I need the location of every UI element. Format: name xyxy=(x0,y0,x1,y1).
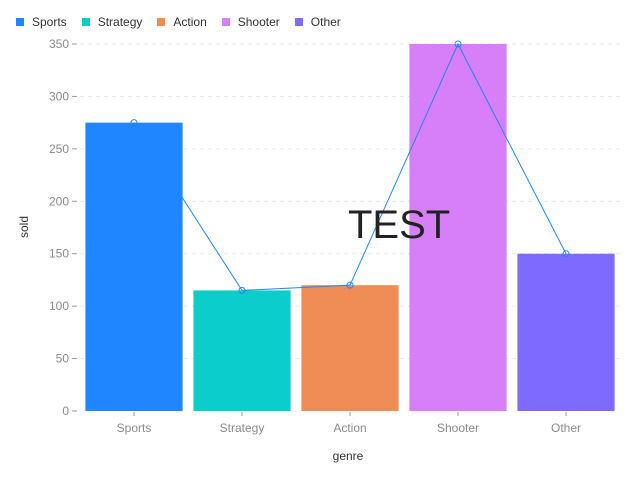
bar-strategy xyxy=(193,290,291,411)
line-point xyxy=(130,119,138,127)
legend-swatch-shooter xyxy=(221,18,230,26)
bar-other xyxy=(517,253,615,411)
x-axis: Sports Strategy Action Shooter Other xyxy=(117,412,581,435)
bar-action xyxy=(301,285,399,411)
annotation-text: TEST xyxy=(348,203,451,247)
legend-swatch-other xyxy=(294,18,303,26)
legend-label-other: Other xyxy=(310,15,341,29)
legend-swatch-action xyxy=(157,18,166,26)
y-tick-label: 150 xyxy=(49,247,69,261)
x-axis-title: genre xyxy=(332,449,364,463)
y-tick-label: 350 xyxy=(49,37,69,51)
line-point xyxy=(346,281,354,289)
line-path xyxy=(133,42,567,291)
y-axis: 0 50 100 150 200 250 300 350 xyxy=(49,37,77,418)
legend-item-shooter[interactable]: Shooter xyxy=(221,15,280,29)
x-tick-label: Strategy xyxy=(220,421,265,435)
x-tick-label: Sports xyxy=(117,421,152,435)
y-tick-label: 250 xyxy=(49,142,69,156)
legend-swatch-sports xyxy=(16,18,24,26)
line-point xyxy=(454,40,462,48)
y-tick-label: 50 xyxy=(56,352,70,366)
y-tick-label: 200 xyxy=(49,194,69,208)
legend-label-strategy: Strategy xyxy=(97,15,143,29)
line-point xyxy=(238,286,246,294)
y-tick-label: 0 xyxy=(62,404,69,418)
bar-series xyxy=(85,44,615,412)
x-tick-label: Other xyxy=(551,421,581,435)
legend-swatch-strategy xyxy=(81,18,90,26)
legend-item-action[interactable]: Action xyxy=(157,15,207,29)
legend-item-other[interactable]: Other xyxy=(294,15,341,29)
x-tick-label: Action xyxy=(333,421,366,435)
legend-item-strategy[interactable]: Strategy xyxy=(81,15,143,29)
x-tick-label: Shooter xyxy=(437,421,479,435)
bar-sports xyxy=(85,122,183,412)
line-series xyxy=(130,40,570,294)
y-tick-label: 300 xyxy=(49,89,69,103)
legend-label-action: Action xyxy=(173,15,207,29)
y-axis-title: sold xyxy=(17,216,31,239)
legend-item-sports[interactable]: Sports xyxy=(16,15,67,29)
legend-label-shooter: Shooter xyxy=(237,15,280,29)
legend: Sports Strategy Action Shooter Other xyxy=(16,15,356,29)
line-point xyxy=(562,250,570,258)
legend-label-sports: Sports xyxy=(32,15,67,29)
y-tick-label: 100 xyxy=(49,299,69,313)
bar-shooter xyxy=(409,44,507,411)
